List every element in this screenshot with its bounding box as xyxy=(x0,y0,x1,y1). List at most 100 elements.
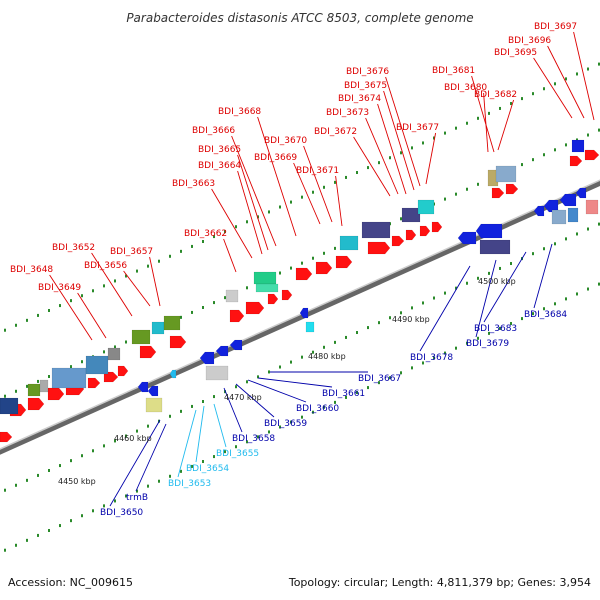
tick-mark xyxy=(301,355,303,359)
gene-feature xyxy=(335,255,353,269)
gene-label-reverse: trmB xyxy=(126,493,148,503)
label-leader xyxy=(573,31,595,121)
tick-mark xyxy=(48,528,50,532)
label-leader xyxy=(237,154,269,251)
tick-mark xyxy=(224,390,226,394)
tick-mark xyxy=(389,156,391,160)
gene-label-reverse: BDI_3684 xyxy=(524,310,567,320)
tick-mark xyxy=(15,543,17,547)
tick-mark xyxy=(4,394,6,398)
gene-label-forward: BDI_3662 xyxy=(184,229,227,239)
tick-mark xyxy=(4,548,6,552)
tick-mark xyxy=(125,340,127,344)
tick-mark xyxy=(389,316,391,320)
gene-feature xyxy=(305,321,315,333)
map-title: Parabacteroides distasonis ATCC 8503, co… xyxy=(126,11,473,25)
tick-mark xyxy=(268,210,270,214)
label-leader xyxy=(123,270,151,307)
tick-mark xyxy=(235,385,237,389)
gene-label-forward: BDI_3656 xyxy=(84,261,127,271)
gene-label-reverse: BDI_3683 xyxy=(474,324,517,334)
gene-feature xyxy=(229,309,245,323)
tick-mark xyxy=(15,483,17,487)
gene-feature xyxy=(51,367,87,389)
tick-mark xyxy=(345,175,347,179)
gene-labels: BDI_3648 BDI_3649 BDI_3652 BDI_3656 BDI_3657… xyxy=(10,22,577,518)
tick-mark xyxy=(92,509,94,513)
gene-feature xyxy=(361,221,391,239)
label-leader xyxy=(475,259,497,338)
label-leader xyxy=(483,251,527,323)
genome-summary-text: Topology: circular; Length: 4,811,379 bp… xyxy=(288,576,591,589)
gene-feature xyxy=(85,355,109,375)
gene-feature xyxy=(585,199,599,215)
scale-label: 4460 kbp xyxy=(114,434,152,443)
tick-mark xyxy=(180,249,182,253)
tick-mark xyxy=(400,311,402,315)
tick-mark xyxy=(477,182,479,186)
gene-feature xyxy=(479,239,511,255)
gene-label-forward: BDI_3669 xyxy=(254,153,297,163)
tick-mark xyxy=(422,361,424,365)
gene-feature xyxy=(281,289,293,301)
tick-mark xyxy=(378,381,380,385)
label-leader xyxy=(213,403,227,448)
tick-mark xyxy=(246,286,248,290)
tick-mark xyxy=(334,400,336,404)
gene-feature xyxy=(339,235,359,251)
tick-mark xyxy=(70,299,72,303)
tick-mark xyxy=(70,459,72,463)
tick-mark xyxy=(466,341,468,345)
label-leader xyxy=(303,145,333,223)
tick-mark xyxy=(356,171,358,175)
tick-mark xyxy=(37,313,39,317)
tick-mark xyxy=(81,514,83,518)
tick-mark xyxy=(169,254,171,258)
gene-label-forward: BDI_3697 xyxy=(534,22,577,32)
gene-label-forward: BDI_3657 xyxy=(110,247,153,257)
scale-label: 4500 kbp xyxy=(478,277,516,286)
label-leader xyxy=(497,99,515,151)
tick-mark xyxy=(444,291,446,295)
gene-feature xyxy=(137,381,149,393)
tick-mark xyxy=(444,131,446,135)
tick-mark xyxy=(103,504,105,508)
tick-mark xyxy=(301,415,303,419)
tick-mark xyxy=(191,464,193,468)
tick-mark xyxy=(180,315,182,319)
tick-mark xyxy=(554,82,556,86)
tick-mark xyxy=(114,345,116,349)
tick-mark xyxy=(15,389,17,393)
gene-feature xyxy=(487,169,499,187)
label-leader xyxy=(547,45,585,119)
gene-label-reverse: BDI_3650 xyxy=(100,508,143,518)
tick-mark xyxy=(191,244,193,248)
tick-mark xyxy=(147,424,149,428)
label-leader xyxy=(365,117,399,195)
gene-feature xyxy=(491,187,505,199)
gene-feature xyxy=(255,283,279,293)
tick-mark xyxy=(268,370,270,374)
tick-mark xyxy=(488,271,490,275)
label-leader xyxy=(109,419,161,507)
label-leader xyxy=(49,274,93,341)
gene-feature xyxy=(139,345,157,359)
gene-feature xyxy=(401,207,421,223)
scale-labels: 4450 kbp 4460 kbp 4470 kbp 4480 kbp 4490 kbp… xyxy=(58,277,516,486)
label-leaders xyxy=(49,31,595,507)
tick-mark xyxy=(202,306,204,310)
gene-label-forward: BDI_3668 xyxy=(218,107,261,117)
gene-feature xyxy=(225,289,239,303)
gene-feature xyxy=(475,223,503,239)
tick-mark xyxy=(554,148,556,152)
tick-mark xyxy=(334,180,336,184)
gene-feature xyxy=(131,329,151,345)
tick-mark xyxy=(488,331,490,335)
tick-mark xyxy=(268,430,270,434)
gene-feature xyxy=(151,321,165,335)
label-leader xyxy=(247,379,307,403)
tick-mark xyxy=(400,217,402,221)
label-leader xyxy=(177,409,197,478)
tick-mark xyxy=(565,297,567,301)
tick-mark xyxy=(37,533,39,537)
